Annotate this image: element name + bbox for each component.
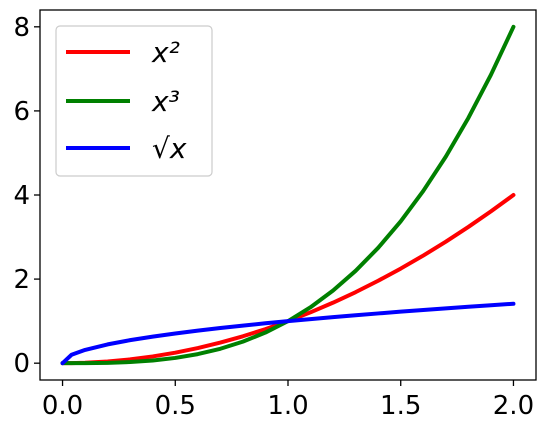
legend-label-x-cubed: x³ <box>151 85 180 118</box>
y-tick-label: 6 <box>13 97 30 127</box>
y-tick-label: 4 <box>13 181 30 211</box>
legend-box <box>55 25 213 177</box>
y-tick-label: 8 <box>13 13 30 43</box>
x-tick-label: 2.0 <box>493 391 534 421</box>
y-axis: 0 2 4 6 8 <box>13 13 40 379</box>
series-layer <box>60 24 516 366</box>
legend-label-x-squared: x² <box>151 36 180 69</box>
legend: x² x³ √x <box>55 25 213 177</box>
x-axis: 0.0 0.5 1.0 1.5 2.0 <box>42 380 534 421</box>
x-tick-label: 1.0 <box>267 391 308 421</box>
legend-label-sqrt-x: √x <box>152 132 187 165</box>
x-tick-label: 0.0 <box>42 391 83 421</box>
series-line-sqrt-x <box>60 301 516 366</box>
y-tick-label: 0 <box>13 349 30 379</box>
x-tick-label: 1.5 <box>380 391 421 421</box>
x-tick-label: 0.5 <box>155 391 196 421</box>
y-tick-label: 2 <box>13 265 30 295</box>
series-line-x-cubed <box>60 24 516 366</box>
